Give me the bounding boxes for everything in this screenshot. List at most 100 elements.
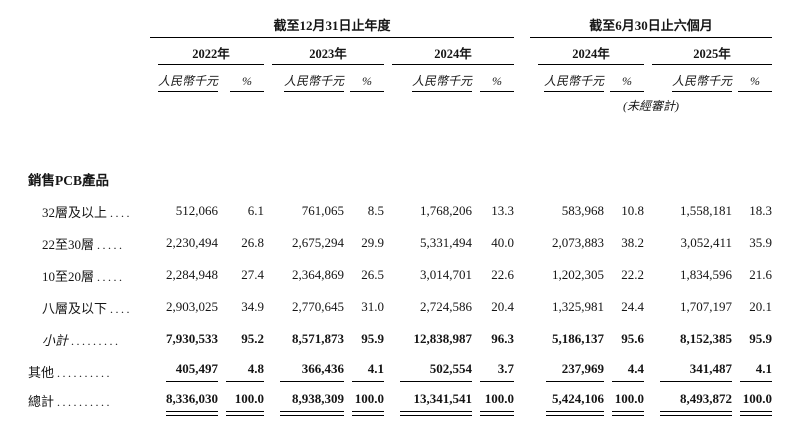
section-gap xyxy=(514,291,530,323)
col-header-rmb: 人民幣千元 xyxy=(644,65,733,92)
cell-value: 96.3 xyxy=(491,331,515,346)
unaudited-note: (未經審計) xyxy=(623,99,680,113)
cell-value: 10.8 xyxy=(621,203,645,218)
cell-value: 2,724,586 xyxy=(420,299,472,314)
year-header-2023: 2023年 xyxy=(264,38,384,65)
row-label: 22至30層..... xyxy=(42,236,125,252)
cell-value: 21.6 xyxy=(749,267,773,282)
col-header-pct: % xyxy=(472,65,515,92)
cell-value: 34.9 xyxy=(241,299,264,314)
cell-value: 1,707,197 xyxy=(680,299,733,314)
cell-value: 13.3 xyxy=(491,203,515,218)
col-header-pct: % xyxy=(732,65,773,92)
section-gap xyxy=(514,387,530,427)
section-gap xyxy=(514,14,530,38)
table-row: 22至30層..... 2,230,494 26.8 2,675,294 29.9 5,3… xyxy=(0,227,772,259)
cell-value: 2,284,948 xyxy=(166,267,218,282)
year-header-2025-interim: 2025年 xyxy=(644,38,773,65)
section-gap xyxy=(514,355,530,387)
cell-value: 95.9 xyxy=(749,331,773,346)
label-column-spacer xyxy=(0,14,150,38)
period-header-annual: 截至12月31日止年度 xyxy=(150,14,515,38)
row-label: 32層及以上.... xyxy=(42,204,133,220)
cell-value: 2,675,294 xyxy=(292,235,344,250)
cell-value: 1,325,981 xyxy=(552,299,605,314)
cell-value: 1,768,206 xyxy=(420,203,472,218)
cell-value: 7,930,533 xyxy=(166,331,218,346)
label-column-spacer xyxy=(0,65,150,92)
cell-value: 1,834,596 xyxy=(680,267,733,282)
row-label: 其他.......... xyxy=(28,364,113,380)
cell-value: 100.0 xyxy=(344,387,384,427)
cell-value: 100.0 xyxy=(472,387,515,427)
table-row: 八層及以下.... 2,903,025 34.9 2,770,645 31.0 2,724… xyxy=(0,291,772,323)
cell-value: 2,903,025 xyxy=(166,299,218,314)
cell-value: 761,065 xyxy=(301,203,344,218)
year-header-2024: 2024年 xyxy=(384,38,515,65)
cell-value: 27.4 xyxy=(241,267,264,282)
cell-value: 3,014,701 xyxy=(420,267,472,282)
col-header-pct: % xyxy=(344,65,384,92)
year-header-row: 2022年 2023年 2024年 2024年 2025年 xyxy=(0,38,773,66)
cell-value: 40.0 xyxy=(491,235,515,250)
col-header-rmb: 人民幣千元 xyxy=(150,65,218,92)
section-gap xyxy=(514,195,530,227)
cell-value: 2,770,645 xyxy=(292,299,344,314)
cell-value: 1,202,305 xyxy=(552,267,605,282)
dot-leader: ......... xyxy=(71,333,121,348)
cell-value: 3.7 xyxy=(472,355,515,387)
cell-value: 2,230,494 xyxy=(166,235,218,250)
cell-value: 4.1 xyxy=(344,355,384,387)
cell-value: 6.1 xyxy=(247,203,264,218)
cell-value: 4.4 xyxy=(604,355,645,387)
cell-value: 4.8 xyxy=(218,355,264,387)
col-header-rmb: 人民幣千元 xyxy=(264,65,344,92)
cell-value: 5,331,494 xyxy=(420,235,472,250)
table-row: 其他.......... 405,497 4.8 366,436 4.1 502,554 3… xyxy=(0,355,773,387)
section-gap xyxy=(514,227,530,259)
cell-value: 38.2 xyxy=(621,235,645,250)
cell-value: 2,073,883 xyxy=(552,235,605,250)
section-gap xyxy=(514,38,530,66)
cell-value: 13,341,541 xyxy=(384,387,472,427)
period-header-six-months: 截至6月30日止六個月 xyxy=(530,14,773,38)
cell-value: 5,186,137 xyxy=(552,331,605,346)
cell-value: 18.3 xyxy=(749,203,773,218)
dot-leader: ..... xyxy=(97,237,125,252)
cell-value: 8,152,385 xyxy=(680,331,733,346)
year-header-2022: 2022年 xyxy=(150,38,264,65)
table-row: 小計......... 7,930,533 95.2 8,571,873 95.9 12,… xyxy=(0,323,772,355)
cell-value: 341,487 xyxy=(644,355,733,387)
unaudited-note-row: (未經審計) xyxy=(0,92,772,121)
table-body: 銷售PCB產品 32層及以上.... 512,066 6.1 761,065 8.5 1,7… xyxy=(0,121,773,427)
cell-value: 95.6 xyxy=(621,331,645,346)
cell-value: 22.6 xyxy=(491,267,515,282)
cell-value: 8,938,309 xyxy=(264,387,344,427)
dot-leader: .... xyxy=(110,301,133,316)
cell-value: 95.2 xyxy=(241,331,264,346)
cell-value: 3,052,411 xyxy=(680,235,733,250)
cell-value: 100.0 xyxy=(732,387,773,427)
dot-leader: .......... xyxy=(57,365,113,380)
cell-value: 8.5 xyxy=(367,203,384,218)
cell-value: 502,554 xyxy=(384,355,472,387)
col-header-pct: % xyxy=(604,65,645,92)
cell-value: 12,838,987 xyxy=(413,331,473,346)
cell-value: 366,436 xyxy=(264,355,344,387)
table-row: 10至20層..... 2,284,948 27.4 2,364,869 26.5 3,0… xyxy=(0,259,772,291)
section-gap xyxy=(514,65,530,92)
table-row: 總計.......... 8,336,030 100.0 8,938,309 100.0… xyxy=(0,387,773,427)
col-header-pct: % xyxy=(218,65,264,92)
row-label: 銷售PCB產品 xyxy=(28,173,109,188)
col-header-rmb: 人民幣千元 xyxy=(530,65,605,92)
year-header-2024-interim: 2024年 xyxy=(530,38,645,65)
cell-value: 20.4 xyxy=(491,299,515,314)
cell-value: 2,364,869 xyxy=(292,267,344,282)
cell-value: 512,066 xyxy=(175,203,218,218)
header-body-gap xyxy=(0,121,772,163)
financial-table: 截至12月31日止年度 截至6月30日止六個月 2022年 2023年 2024… xyxy=(0,14,773,427)
table-row: 銷售PCB產品 xyxy=(0,163,772,195)
cell-value: 237,969 xyxy=(530,355,605,387)
cell-value: 8,336,030 xyxy=(150,387,218,427)
cell-value: 29.9 xyxy=(361,235,384,250)
